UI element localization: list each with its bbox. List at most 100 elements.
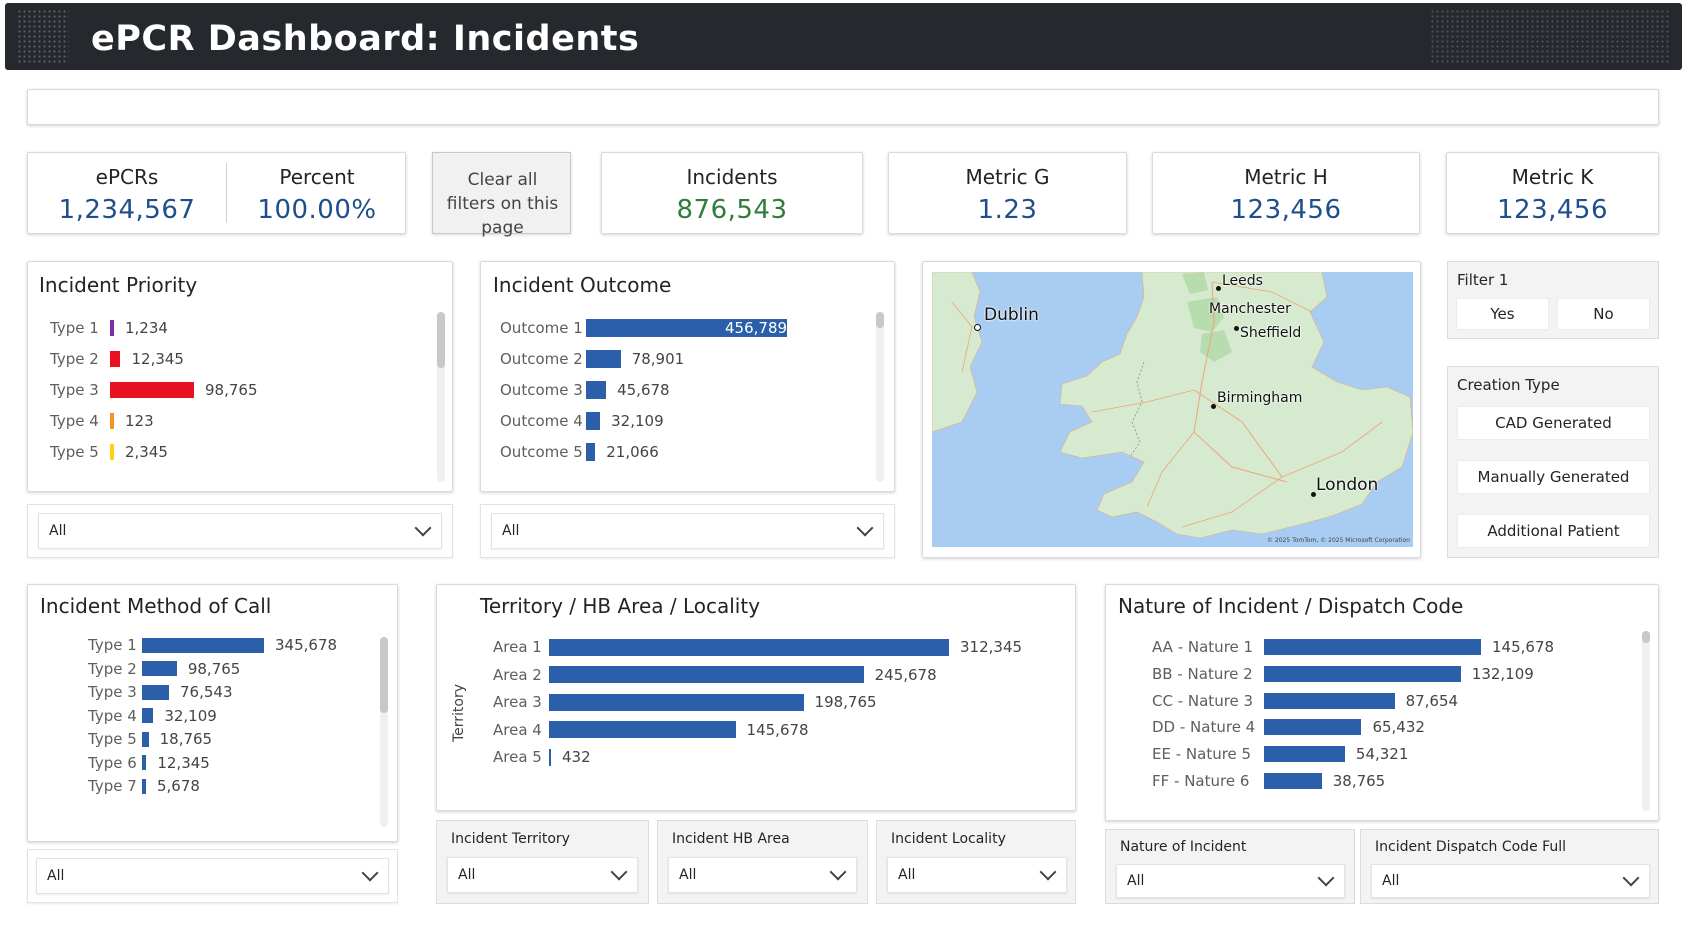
incident-map[interactable]: Leeds Dublin Manchester Sheffield Birmin… xyxy=(922,261,1421,558)
header-pattern-left xyxy=(17,9,69,65)
bar[interactable] xyxy=(549,693,804,711)
bar-label: BB - Nature 2 xyxy=(1152,664,1253,683)
bar-value-label: 145,678 xyxy=(746,720,809,739)
filter1-no-button[interactable]: No xyxy=(1557,298,1650,330)
bar-value-label: 38,765 xyxy=(1332,772,1386,790)
clear-filters-button[interactable]: Clear all filters on this page xyxy=(432,152,571,238)
filter-bar[interactable] xyxy=(27,89,1659,125)
outcome-select[interactable]: All xyxy=(491,513,884,549)
bar-label: Area 3 xyxy=(493,693,542,711)
scrollbar-thumb[interactable] xyxy=(876,312,884,328)
nature-of-incident-slicer: Nature of Incident All xyxy=(1105,829,1355,904)
priority-select[interactable]: All xyxy=(38,513,442,549)
dropdown-value: All xyxy=(49,523,67,539)
bar[interactable] xyxy=(142,684,169,700)
bar[interactable] xyxy=(142,755,147,770)
kpi-label: Percent xyxy=(279,165,355,189)
dropdown-value: All xyxy=(1382,873,1400,889)
kpi-percent: Percent 100.00% xyxy=(227,153,407,235)
bar-value-label: 456,789 xyxy=(725,319,788,337)
bar[interactable] xyxy=(1264,746,1345,763)
scrollbar[interactable] xyxy=(437,312,445,482)
bar-label: Type 2 xyxy=(50,350,99,368)
dispatch-code-slicer: Incident Dispatch Code Full All xyxy=(1360,829,1659,904)
bar[interactable] xyxy=(1264,719,1362,736)
bar-value-label: 245,678 xyxy=(874,665,937,684)
filter1-yes-button[interactable]: Yes xyxy=(1456,298,1549,330)
incident-priority-chart: Incident Priority Type 1 1,234 Type 2 12,34… xyxy=(27,261,453,492)
bar[interactable] xyxy=(142,637,264,653)
chart-title: Incident Outcome xyxy=(493,273,672,297)
dropdown-value: All xyxy=(898,867,916,883)
scrollbar-thumb[interactable] xyxy=(437,312,445,368)
bar[interactable] xyxy=(1264,692,1395,709)
map-marker-dublin[interactable] xyxy=(974,324,981,331)
bar-label: AA - Nature 1 xyxy=(1152,638,1254,656)
dropdown-value: All xyxy=(47,868,65,884)
creation-type-additional-patient[interactable]: Additional Patient xyxy=(1457,514,1650,548)
method-dropdown[interactable]: All xyxy=(27,849,398,903)
bar-label: Type 6 xyxy=(88,753,137,772)
map-label-leeds: Leeds xyxy=(1222,273,1263,289)
scrollbar-thumb[interactable] xyxy=(380,637,388,713)
bar[interactable] xyxy=(549,638,949,656)
bar[interactable] xyxy=(142,778,146,794)
bar[interactable] xyxy=(1264,665,1461,682)
bar[interactable] xyxy=(549,666,864,683)
nature-of-incident-select[interactable]: All xyxy=(1116,864,1345,898)
incident-hb-area-select[interactable]: All xyxy=(668,857,857,893)
bar[interactable] xyxy=(586,350,621,368)
bar[interactable] xyxy=(142,708,154,723)
kpi-label: ePCRs xyxy=(95,165,159,189)
scrollbar[interactable] xyxy=(876,312,884,482)
kpi-card-epcrs-percent: ePCRs 1,234,567 Percent 100.00% xyxy=(27,152,406,234)
bar[interactable] xyxy=(586,443,596,461)
bar[interactable] xyxy=(110,413,114,429)
map-marker-sheffield[interactable] xyxy=(1234,326,1239,331)
map-attribution: © 2025 TomTom, © 2025 Microsoft Corporat… xyxy=(1267,537,1410,544)
priority-dropdown[interactable]: All xyxy=(27,504,453,558)
bar[interactable] xyxy=(1264,639,1481,655)
bar[interactable] xyxy=(110,320,114,336)
scrollbar[interactable] xyxy=(380,637,388,827)
bar[interactable] xyxy=(110,351,121,367)
outcome-dropdown[interactable]: All xyxy=(480,504,895,558)
bar-label: Area 5 xyxy=(493,748,542,766)
bar-label: Type 1 xyxy=(88,636,137,654)
map-canvas[interactable] xyxy=(932,272,1413,547)
incident-hb-area-slicer: Incident HB Area All xyxy=(657,820,868,904)
bar[interactable] xyxy=(549,721,736,738)
dispatch-code-select[interactable]: All xyxy=(1371,864,1650,898)
bar[interactable] xyxy=(110,382,194,398)
kpi-label: Incidents xyxy=(686,165,778,189)
bar[interactable] xyxy=(586,319,787,337)
dropdown-value: All xyxy=(679,867,697,883)
map-marker-birmingham[interactable] xyxy=(1211,404,1216,409)
map-marker-london[interactable] xyxy=(1311,492,1316,497)
territory-chart: Territory / HB Area / Locality Territory… xyxy=(436,584,1076,811)
bar-value-label: 312,345 xyxy=(960,638,1023,656)
filter1-slicer: Filter 1 Yes No xyxy=(1447,261,1659,339)
method-select[interactable]: All xyxy=(36,858,389,894)
scrollbar[interactable] xyxy=(1642,631,1650,811)
bar[interactable] xyxy=(586,412,601,430)
bar[interactable] xyxy=(549,748,551,766)
chart-title: Nature of Incident / Dispatch Code xyxy=(1118,594,1464,618)
creation-type-manually-generated[interactable]: Manually Generated xyxy=(1457,460,1650,494)
scrollbar-thumb[interactable] xyxy=(1642,631,1650,643)
bar[interactable] xyxy=(142,661,177,676)
bar-label: DD - Nature 4 xyxy=(1152,718,1256,737)
bar-label: EE - Nature 5 xyxy=(1152,745,1252,764)
bar-value-label: 345,678 xyxy=(275,636,338,654)
incident-locality-select[interactable]: All xyxy=(887,857,1067,893)
bar[interactable] xyxy=(142,731,149,747)
map-marker-leeds[interactable] xyxy=(1216,286,1221,291)
incident-territory-select[interactable]: All xyxy=(447,857,638,893)
bar[interactable] xyxy=(110,444,114,460)
bar[interactable] xyxy=(586,381,607,399)
kpi-label: Metric G xyxy=(965,165,1050,189)
creation-type-cad-generated[interactable]: CAD Generated xyxy=(1457,406,1650,440)
bar-value-label: 65,432 xyxy=(1372,718,1425,737)
bar-label: Type 3 xyxy=(50,381,99,399)
bar[interactable] xyxy=(1264,773,1322,789)
